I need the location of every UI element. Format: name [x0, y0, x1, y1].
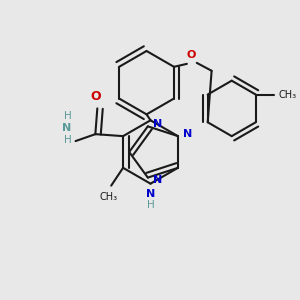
Text: O: O — [90, 91, 101, 103]
Text: N: N — [146, 189, 155, 199]
Text: H: H — [147, 200, 154, 209]
Text: N: N — [62, 123, 72, 133]
Text: N: N — [183, 129, 192, 139]
Text: N: N — [153, 175, 162, 184]
Text: CH₃: CH₃ — [99, 192, 117, 202]
Text: H: H — [64, 135, 72, 145]
Text: O: O — [186, 50, 196, 60]
Text: N: N — [153, 119, 162, 129]
Text: CH₃: CH₃ — [278, 89, 297, 100]
Text: H: H — [64, 111, 72, 121]
